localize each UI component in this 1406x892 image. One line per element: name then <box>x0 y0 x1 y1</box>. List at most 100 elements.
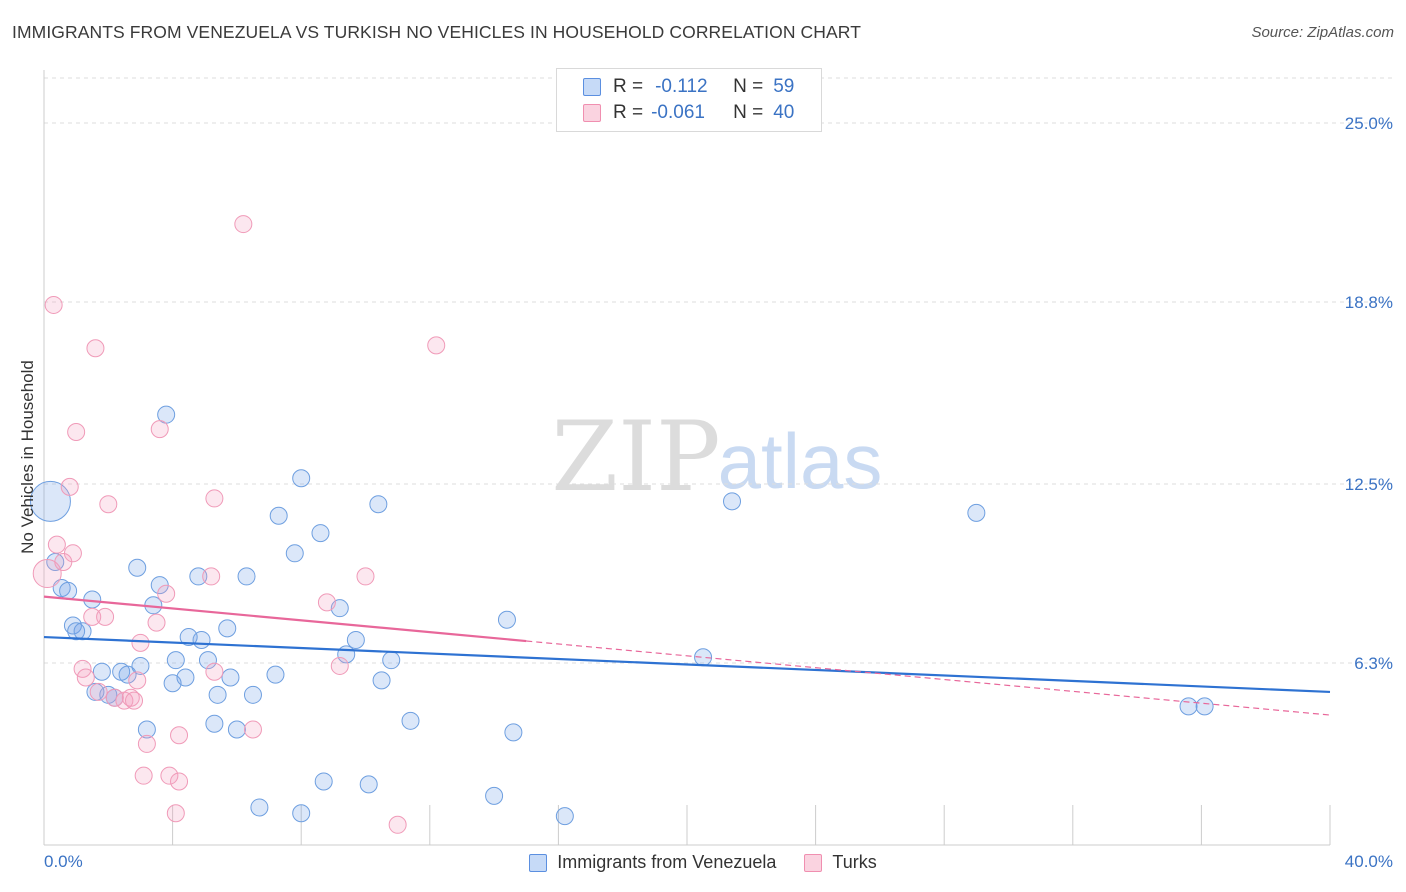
turks-point <box>150 420 169 439</box>
venezuela-point <box>504 723 523 742</box>
venezuela-point <box>292 804 311 823</box>
venezuela-trend-line <box>43 635 1331 694</box>
turks-point <box>128 671 147 690</box>
venezuela-point <box>485 786 504 805</box>
turks-point <box>89 682 108 701</box>
venezuela-point <box>166 651 185 670</box>
turks-point <box>83 607 102 626</box>
venezuela-point <box>63 616 82 635</box>
turks-point <box>330 656 349 675</box>
turks-point <box>86 339 105 358</box>
legend-label: Immigrants from Venezuela <box>557 852 777 872</box>
turks-point <box>157 584 176 603</box>
turks-point <box>234 215 253 234</box>
venezuela-swatch <box>583 78 601 96</box>
turks-point <box>205 662 224 681</box>
venezuela-point <box>1179 697 1198 716</box>
turks-point <box>134 766 153 785</box>
r-label: R = <box>613 102 644 123</box>
venezuela-point <box>208 685 227 704</box>
legend-row-turks: R = -0.061 N = 40 <box>583 101 794 125</box>
venezuela-point <box>266 665 285 684</box>
y-tick-label: 12.5% <box>1345 475 1393 494</box>
n-label: N = <box>733 102 764 123</box>
venezuela-point <box>218 619 237 638</box>
legend-label: Turks <box>832 852 877 872</box>
venezuela-point <box>555 807 574 826</box>
venezuela-point <box>243 685 262 704</box>
venezuela-point <box>314 772 333 791</box>
venezuela-point <box>176 668 195 687</box>
turks-point <box>131 633 150 652</box>
x-tick-max: 40.0% <box>1344 852 1393 871</box>
venezuela-point <box>346 630 365 649</box>
r-label: R = <box>613 76 644 97</box>
venezuela-point <box>67 622 86 641</box>
turks-point <box>356 567 375 586</box>
turks-swatch <box>583 104 601 122</box>
venezuela-point <box>92 662 111 681</box>
turks-point <box>147 613 166 632</box>
turks-point <box>96 607 115 626</box>
venezuela-point <box>128 558 147 577</box>
venezuela-point <box>227 720 246 739</box>
turks-point <box>121 688 140 707</box>
turks-point <box>427 336 446 355</box>
venezuela-point <box>967 503 986 522</box>
y-axis-label: No Vehicles in Household <box>18 360 37 554</box>
venezuela-point <box>59 581 78 600</box>
turks-point <box>317 593 336 612</box>
venezuela-point <box>118 665 137 684</box>
chart-title: IMMIGRANTS FROM VENEZUELA VS TURKISH NO … <box>12 22 862 42</box>
turks-point <box>67 423 86 442</box>
venezuela-point <box>382 651 401 670</box>
venezuela-point <box>131 656 150 675</box>
turks-swatch <box>804 853 823 872</box>
venezuela-point <box>205 714 224 733</box>
r-value: -0.061 <box>651 102 705 123</box>
n-label: N = <box>733 76 764 97</box>
venezuela-point <box>285 544 304 563</box>
venezuela-point <box>723 492 742 511</box>
x-tick-min: 0.0% <box>44 852 83 871</box>
turks-point <box>170 772 189 791</box>
legend-row-venezuela: R = -0.112 N = 59 <box>583 75 794 99</box>
turks-point <box>99 495 118 514</box>
legend-item-turks: Turks <box>804 852 877 873</box>
venezuela-point <box>137 720 156 739</box>
y-tick-label: 18.8% <box>1345 293 1393 312</box>
turks-point <box>60 477 79 496</box>
venezuela-point <box>369 495 388 514</box>
y-tick-label: 25.0% <box>1345 114 1393 133</box>
source-label: Source: ZipAtlas.com <box>1251 24 1394 41</box>
venezuela-point <box>237 567 256 586</box>
r-value: -0.112 <box>655 76 708 97</box>
venezuela-point <box>497 610 516 629</box>
venezuela-point <box>292 469 311 488</box>
correlation-legend: R = -0.112 N = 59 R = -0.061 N = 40 <box>556 68 822 132</box>
turks-point <box>47 535 66 554</box>
turks-point <box>388 815 407 834</box>
turks-point <box>137 734 156 753</box>
venezuela-swatch <box>529 853 548 872</box>
venezuela-point <box>401 711 420 730</box>
turks-point <box>170 726 189 745</box>
venezuela-point <box>198 651 217 670</box>
venezuela-point <box>269 506 288 525</box>
series-legend: Immigrants from Venezuela Turks <box>0 852 1406 873</box>
venezuela-point <box>250 798 269 817</box>
turks-point <box>205 489 224 508</box>
watermark-zip: ZIP <box>551 401 720 513</box>
watermark-atlas: atlas <box>718 417 883 505</box>
venezuela-point <box>189 567 208 586</box>
venezuela-point <box>192 630 211 649</box>
venezuela-point <box>311 524 330 543</box>
turks-trend-line <box>43 595 527 643</box>
n-value: 59 <box>773 76 795 97</box>
turks-point <box>166 804 185 823</box>
turks-point <box>202 567 221 586</box>
venezuela-point <box>1195 697 1214 716</box>
legend-item-venezuela: Immigrants from Venezuela <box>529 852 776 873</box>
turks-trend-extension <box>526 640 1331 716</box>
turks-point <box>44 295 63 314</box>
